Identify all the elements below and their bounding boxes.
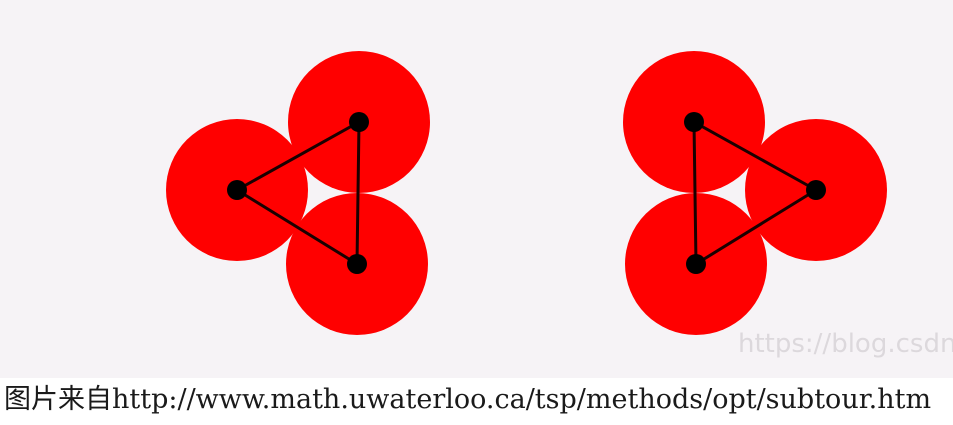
left-node-bottom bbox=[347, 254, 367, 274]
left-cluster bbox=[166, 51, 430, 335]
right-node-bottom bbox=[686, 254, 706, 274]
source-caption: 图片来自http://www.math.uwaterloo.ca/tsp/met… bbox=[4, 384, 932, 415]
left-node-left bbox=[227, 180, 247, 200]
right-cluster bbox=[623, 51, 887, 335]
right-triangle-tour bbox=[692, 120, 818, 266]
right-node-right bbox=[806, 180, 826, 200]
watermark-text: https://blog.csdn. bbox=[738, 329, 953, 359]
right-node-top bbox=[684, 112, 704, 132]
subtour-figure: https://blog.csdn. bbox=[0, 0, 953, 378]
figure-canvas: https://blog.csdn. bbox=[166, 51, 953, 359]
left-node-top bbox=[349, 112, 369, 132]
left-triangle-tour bbox=[235, 120, 361, 266]
